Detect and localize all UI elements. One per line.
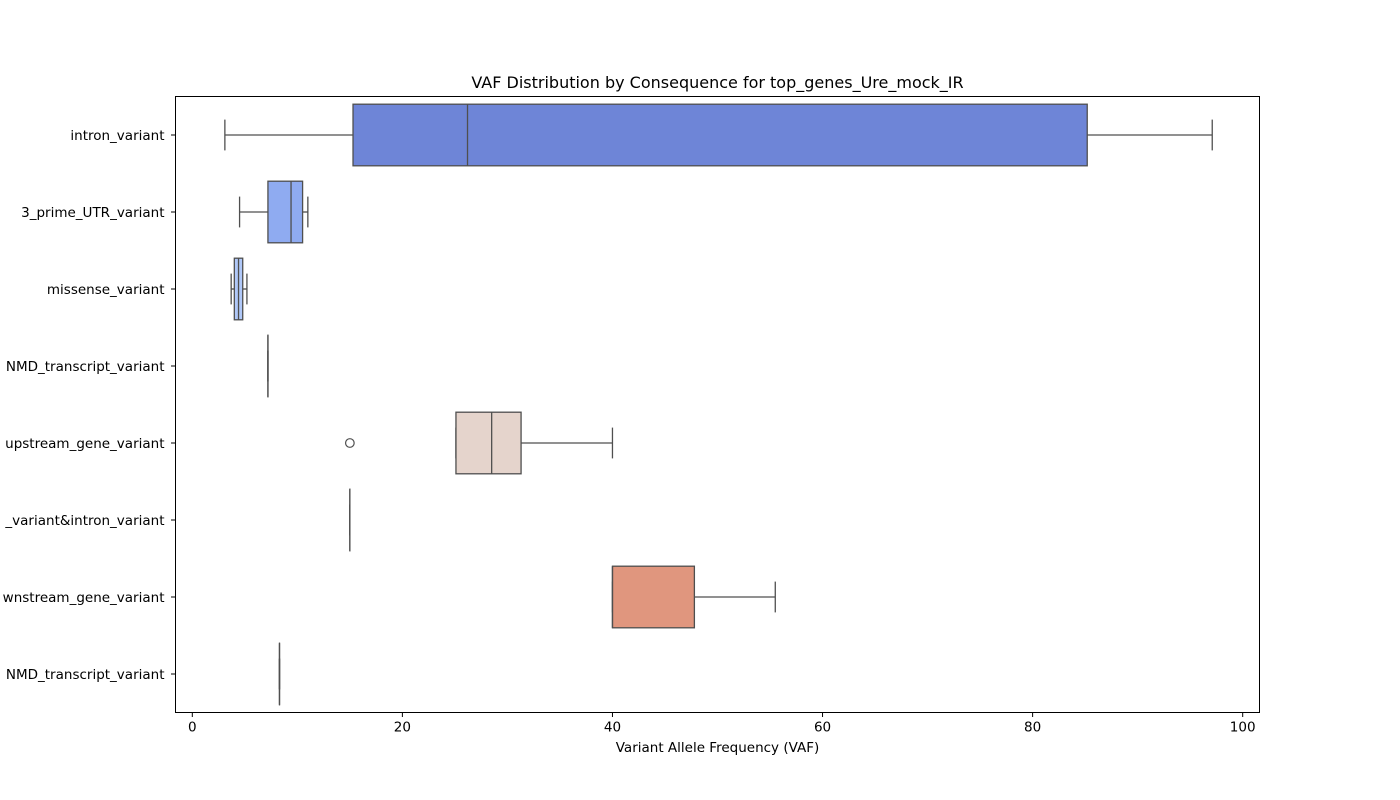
x-tick-label-0: 0 (188, 720, 197, 736)
y-tick-label-3: NMD_transcript_variant (6, 359, 165, 375)
y-tick-label-5: _variant&intron_variant (4, 513, 164, 529)
x-axis-label: Variant Allele Frequency (VAF) (616, 740, 820, 756)
y-tick-label-2: missense_variant (47, 282, 165, 298)
box-iqr (455, 411, 522, 475)
box-group-6 (611, 565, 776, 629)
y-tick-label-1: 3_prime_UTR_variant (21, 205, 164, 221)
y-tick-label-7: NMD_transcript_variant (6, 667, 165, 683)
plot-area (224, 103, 1213, 706)
x-tick-label-4: 80 (1024, 720, 1041, 736)
y-tick-label-6: wnstream_gene_variant (3, 590, 165, 606)
y-tick-label-4: upstream_gene_variant (5, 436, 164, 452)
outlier-point-0 (344, 438, 355, 448)
x-tick-label-5: 100 (1230, 720, 1256, 736)
x-tick-label-3: 60 (814, 720, 831, 736)
y-axis: intron_variant 3_prime_UTR_variantmissens… (3, 128, 176, 683)
chart-title: VAF Distribution by Consequence for top_… (471, 73, 963, 93)
box-iqr (611, 565, 696, 629)
box-group-2 (230, 257, 248, 321)
box-group-4 (344, 411, 614, 475)
x-axis: 0 20 40 60 80 100 (188, 712, 1256, 736)
box-group-0 (224, 103, 1213, 167)
box-group-1 (238, 180, 309, 244)
box-iqr (267, 180, 304, 244)
x-tick-label-1: 20 (394, 720, 411, 736)
x-tick-label-2: 40 (604, 720, 621, 736)
box-iqr (352, 103, 1088, 167)
y-tick-label-0: intron_variant (70, 128, 164, 144)
axes-frame (175, 96, 1260, 713)
